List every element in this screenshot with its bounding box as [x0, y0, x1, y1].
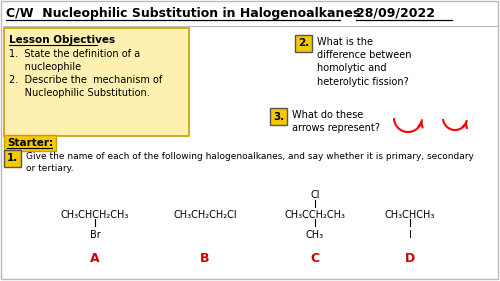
- Text: 3.: 3.: [273, 112, 284, 121]
- Text: CH₃CCH₂CH₃: CH₃CCH₂CH₃: [284, 210, 346, 220]
- Text: 1.  State the definition of a: 1. State the definition of a: [9, 49, 140, 59]
- FancyBboxPatch shape: [4, 135, 56, 151]
- Text: What do these
arrows represent?: What do these arrows represent?: [292, 110, 380, 133]
- Text: nucleophile: nucleophile: [9, 62, 81, 72]
- Text: C: C: [310, 251, 320, 264]
- Text: CH₃CH₂CH₂Cl: CH₃CH₂CH₂Cl: [173, 210, 237, 220]
- Text: A: A: [90, 251, 100, 264]
- Text: I: I: [408, 230, 412, 240]
- Text: CH₃CHCH₂CH₃: CH₃CHCH₂CH₃: [61, 210, 129, 220]
- FancyBboxPatch shape: [295, 35, 312, 52]
- Text: Cl: Cl: [310, 190, 320, 200]
- Text: Give the name of each of the following halogenoalkanes, and say whether it is pr: Give the name of each of the following h…: [26, 152, 474, 173]
- FancyBboxPatch shape: [4, 150, 21, 167]
- Text: CH₃: CH₃: [306, 230, 324, 240]
- Text: C/W  Nucleophilic Substitution in Halogenoalkanes: C/W Nucleophilic Substitution in Halogen…: [6, 6, 360, 19]
- FancyBboxPatch shape: [4, 28, 189, 136]
- Text: Nucleophilic Substitution.: Nucleophilic Substitution.: [9, 88, 150, 98]
- Text: 2.: 2.: [298, 38, 309, 49]
- Text: CH₃CHCH₃: CH₃CHCH₃: [385, 210, 435, 220]
- Text: Br: Br: [90, 230, 101, 240]
- Text: B: B: [200, 251, 210, 264]
- Text: What is the
difference between
homolytic and
heterolytic fission?: What is the difference between homolytic…: [317, 37, 412, 87]
- Text: 28/09/2022: 28/09/2022: [356, 6, 435, 19]
- Text: D: D: [405, 251, 415, 264]
- Text: 2.  Describe the  mechanism of: 2. Describe the mechanism of: [9, 75, 162, 85]
- FancyBboxPatch shape: [270, 108, 287, 125]
- Text: Starter:: Starter:: [7, 138, 53, 148]
- Text: 1.: 1.: [7, 153, 18, 163]
- Text: Lesson Objectives: Lesson Objectives: [9, 35, 115, 45]
